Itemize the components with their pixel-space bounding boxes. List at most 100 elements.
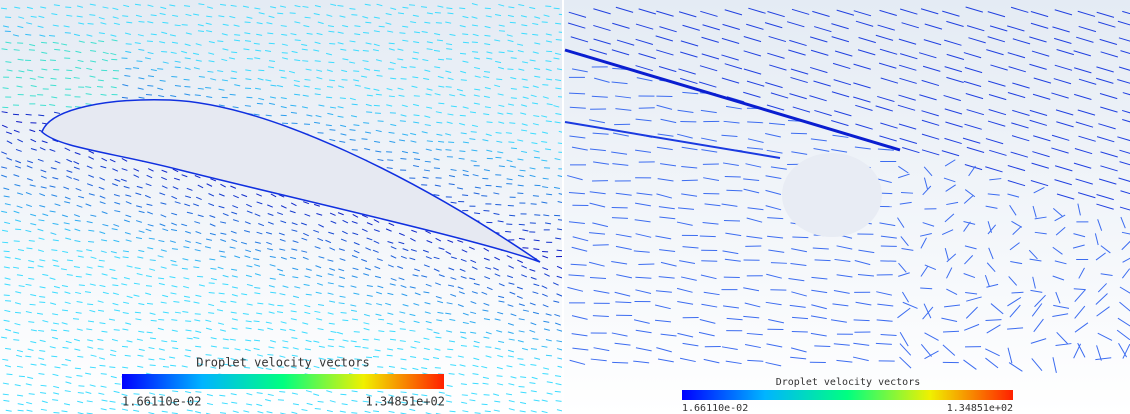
vector bbox=[41, 42, 47, 43]
vector bbox=[5, 62, 11, 63]
vector bbox=[76, 276, 82, 277]
vector bbox=[29, 394, 35, 395]
vector bbox=[217, 41, 223, 42]
vector bbox=[151, 320, 157, 321]
vector bbox=[277, 13, 283, 14]
vector bbox=[542, 374, 548, 375]
vector bbox=[28, 267, 34, 268]
legend-title: Droplet velocity vectors bbox=[196, 356, 369, 370]
vector bbox=[38, 115, 44, 116]
vector bbox=[18, 410, 24, 411]
vector bbox=[98, 349, 104, 350]
vector bbox=[122, 16, 128, 17]
vector bbox=[459, 8, 465, 9]
vector bbox=[435, 368, 441, 369]
vector bbox=[354, 26, 360, 27]
vector bbox=[390, 339, 396, 340]
vector bbox=[363, 123, 369, 124]
vector bbox=[246, 97, 252, 98]
vector bbox=[792, 237, 808, 238]
wake-region bbox=[782, 153, 882, 237]
vector bbox=[462, 34, 468, 35]
vector bbox=[220, 413, 226, 414]
vector bbox=[471, 132, 477, 133]
vector bbox=[230, 94, 236, 95]
vector bbox=[462, 195, 468, 196]
vector bbox=[499, 31, 505, 32]
vector bbox=[2, 242, 8, 243]
vector bbox=[79, 285, 85, 286]
vector bbox=[355, 346, 361, 347]
vector bbox=[460, 53, 466, 54]
vector bbox=[147, 41, 153, 42]
vector bbox=[158, 319, 164, 320]
vector bbox=[277, 305, 283, 306]
vector bbox=[446, 59, 452, 60]
vector bbox=[254, 321, 260, 322]
vector bbox=[462, 395, 468, 396]
vector bbox=[49, 35, 55, 36]
vector bbox=[41, 385, 47, 386]
vector bbox=[328, 62, 334, 63]
vector bbox=[495, 157, 501, 158]
vector bbox=[388, 69, 394, 70]
vector bbox=[3, 394, 9, 395]
vector bbox=[508, 142, 514, 143]
vector bbox=[109, 367, 115, 368]
vector bbox=[197, 276, 203, 277]
vector bbox=[125, 355, 131, 356]
vector bbox=[517, 193, 523, 194]
vector bbox=[99, 365, 105, 366]
vector bbox=[150, 260, 156, 261]
vector bbox=[257, 103, 263, 104]
vector bbox=[487, 122, 493, 123]
vector bbox=[511, 98, 517, 99]
vector bbox=[401, 392, 407, 393]
vector bbox=[219, 293, 225, 294]
vector bbox=[195, 346, 201, 347]
vector bbox=[157, 69, 163, 70]
vector bbox=[481, 196, 487, 197]
vector bbox=[19, 376, 25, 377]
vector bbox=[700, 236, 716, 237]
vector bbox=[378, 319, 384, 320]
legend-min: 1.66110e-02 bbox=[122, 395, 201, 409]
vector bbox=[379, 26, 385, 27]
vector bbox=[435, 337, 441, 338]
vector bbox=[337, 6, 343, 7]
vector bbox=[474, 213, 480, 214]
vector bbox=[771, 263, 787, 264]
vector bbox=[507, 69, 513, 70]
vector bbox=[341, 312, 347, 313]
vector bbox=[326, 125, 332, 126]
vector bbox=[209, 283, 215, 284]
vector bbox=[13, 114, 19, 115]
panel-background bbox=[0, 0, 562, 414]
vector bbox=[14, 50, 20, 51]
vector bbox=[387, 373, 393, 374]
vector bbox=[446, 49, 452, 50]
vector bbox=[295, 40, 301, 41]
vector bbox=[499, 52, 505, 53]
vector bbox=[510, 22, 516, 23]
vector bbox=[231, 78, 237, 79]
vector bbox=[172, 413, 178, 414]
vector bbox=[450, 411, 456, 412]
vector bbox=[223, 348, 229, 349]
vector bbox=[556, 401, 562, 402]
vector bbox=[511, 89, 517, 90]
vector bbox=[208, 313, 214, 314]
vector bbox=[378, 121, 384, 122]
vector bbox=[484, 395, 490, 396]
vector bbox=[427, 141, 433, 142]
vector bbox=[175, 67, 181, 68]
legend-min: 1.66110e-02 bbox=[682, 403, 748, 414]
legend-max: 1.34851e+02 bbox=[947, 403, 1013, 414]
vector bbox=[282, 53, 288, 54]
vector bbox=[485, 347, 491, 348]
vector bbox=[151, 15, 157, 16]
vector bbox=[511, 58, 517, 59]
vector bbox=[377, 367, 383, 368]
vector bbox=[245, 106, 251, 107]
vector bbox=[257, 303, 263, 304]
